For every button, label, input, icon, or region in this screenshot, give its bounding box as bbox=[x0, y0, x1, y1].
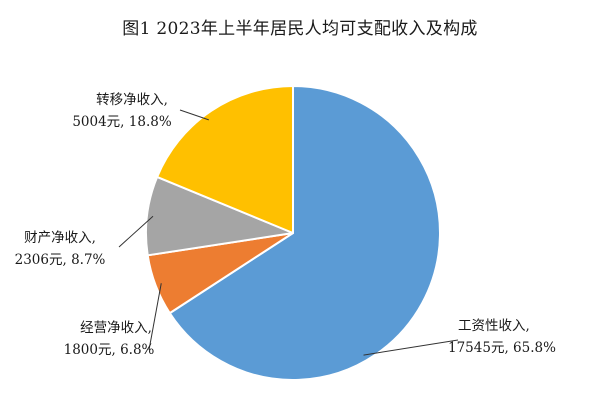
slice-wages bbox=[168, 85, 441, 381]
leader-wages bbox=[363, 339, 459, 356]
label-wages-value: 17545元, 65.8% bbox=[448, 340, 556, 356]
label-transfer-name: 转移净收入, bbox=[96, 92, 168, 108]
pie-slices bbox=[145, 85, 441, 381]
label-wages-name: 工资性收入, bbox=[458, 318, 530, 334]
label-business-value: 1800元, 6.8% bbox=[64, 342, 155, 358]
label-property-value: 2306元, 8.7% bbox=[15, 252, 106, 268]
leader-transfer bbox=[179, 109, 209, 121]
leader-lines bbox=[118, 109, 459, 356]
label-transfer-value: 5004元, 18.8% bbox=[72, 114, 171, 130]
leader-property bbox=[118, 215, 154, 248]
label-business-name: 经营净收入, bbox=[80, 320, 152, 336]
chart-title: 图1 2023年上半年居民人均可支配收入及构成 bbox=[122, 19, 478, 39]
leader-business bbox=[148, 283, 162, 351]
data-labels: 工资性收入, 17545元, 65.8% 经营净收入, 1800元, 6.8% … bbox=[15, 92, 556, 358]
label-property-name: 财产净收入, bbox=[24, 230, 96, 246]
slice-transfer bbox=[156, 85, 294, 234]
